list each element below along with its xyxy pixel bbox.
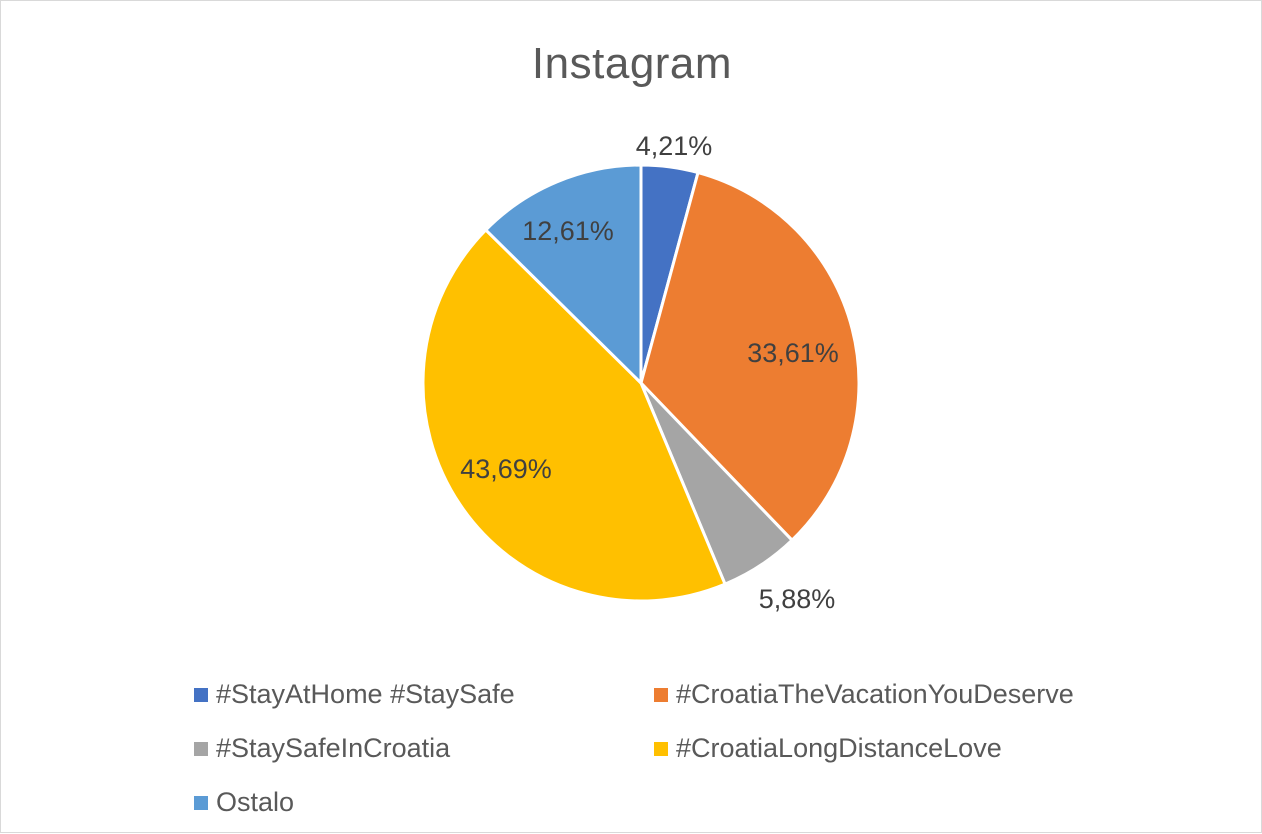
legend-label: #StaySafeInCroatia bbox=[216, 733, 451, 763]
data-label-0: 4,21% bbox=[636, 131, 713, 161]
legend-item-staysafeincroatia: #StaySafeInCroatia bbox=[194, 733, 450, 764]
pie-slice-4 bbox=[484, 163, 643, 385]
legend-label: Ostalo bbox=[216, 787, 295, 817]
legend-item-croatialongdistance: #CroatiaLongDistanceLove bbox=[654, 733, 1002, 764]
data-label-2: 5,88% bbox=[759, 584, 836, 614]
pie-slice-3 bbox=[421, 228, 727, 603]
legend-swatch bbox=[194, 741, 208, 756]
legend-swatch bbox=[654, 741, 668, 756]
legend-item-croatiavacation: #CroatiaTheVacationYouDeserve bbox=[654, 679, 1074, 710]
legend-label: #CroatiaLongDistanceLove bbox=[676, 733, 1002, 763]
pie-slice-1 bbox=[639, 171, 861, 542]
legend-item-ostalo: Ostalo bbox=[194, 787, 294, 818]
legend-swatch bbox=[194, 795, 208, 810]
legend-swatch bbox=[194, 687, 208, 702]
legend-label: #StayAtHome #StaySafe bbox=[216, 679, 515, 709]
data-label-4: 12,61% bbox=[522, 216, 614, 246]
legend-swatch bbox=[654, 687, 668, 702]
data-label-3: 43,69% bbox=[460, 454, 552, 484]
data-label-1: 33,61% bbox=[747, 338, 839, 368]
chart-title: Instagram bbox=[531, 39, 733, 88]
legend-item-stayathome: #StayAtHome #StaySafe bbox=[194, 679, 515, 710]
legend-label: #CroatiaTheVacationYouDeserve bbox=[676, 679, 1074, 709]
